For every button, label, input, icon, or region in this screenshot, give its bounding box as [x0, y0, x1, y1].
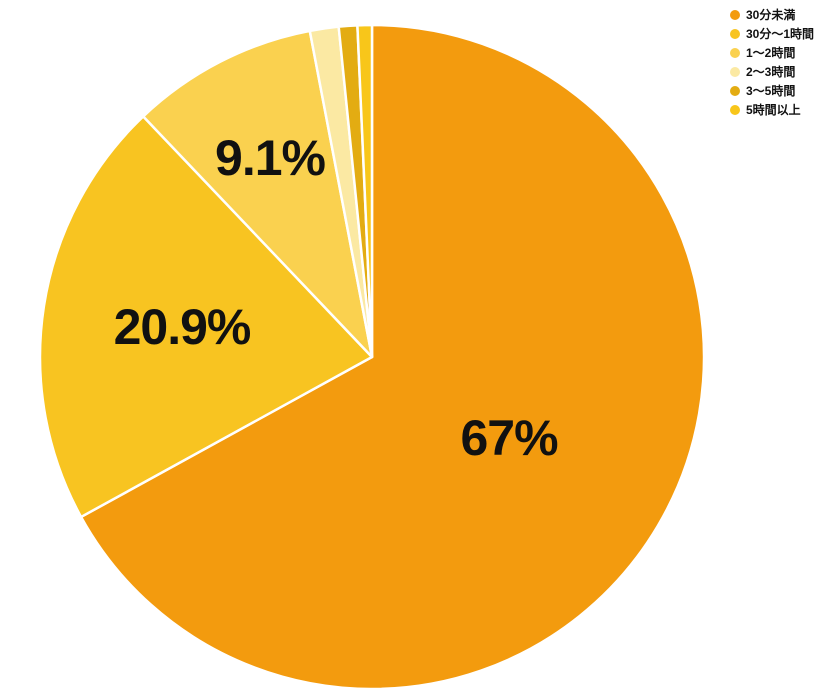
legend-item-label: 30分未満 [746, 8, 796, 22]
legend-item-2: 1～2時間 [730, 46, 814, 60]
legend-item-3: 2～3時間 [730, 65, 814, 79]
legend-dot-icon [730, 67, 740, 77]
legend-item-label: 1～2時間 [746, 46, 796, 60]
legend-dot-icon [730, 48, 740, 58]
legend-item-label: 5時間以上 [746, 103, 801, 117]
pie-slice-1 [38, 115, 374, 519]
legend-item-5: 5時間以上 [730, 103, 814, 117]
legend-item-label: 30分～1時間 [746, 27, 815, 41]
legend-item-label: 3～5時間 [746, 84, 796, 98]
legend-dot-icon [730, 10, 740, 20]
legend-dot-icon [730, 105, 740, 115]
legend-dot-icon [730, 86, 740, 96]
legend-item-label: 2～3時間 [746, 65, 796, 79]
pie-slice-2 [141, 29, 374, 359]
legend-dot-icon [730, 29, 740, 39]
legend-item-0: 30分未満 [730, 8, 814, 22]
pie-slice-5 [356, 23, 374, 359]
pie-slice-0 [79, 23, 706, 691]
legend-item-1: 30分～1時間 [730, 27, 814, 41]
chart-legend: 30分未満 30分～1時間 1～2時間 2～3時間 3～5時間 5時間以上 [730, 8, 814, 122]
legend-item-4: 3～5時間 [730, 84, 814, 98]
